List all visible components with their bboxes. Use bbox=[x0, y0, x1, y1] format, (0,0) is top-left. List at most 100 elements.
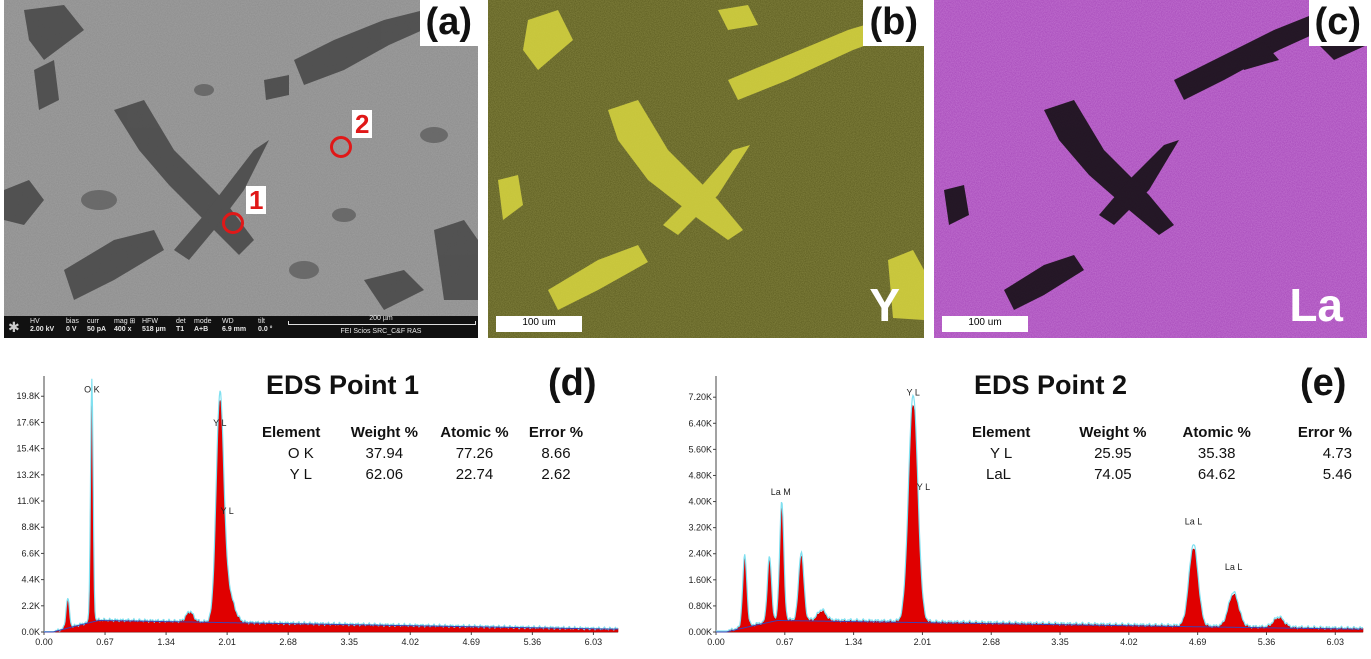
x-tick-label: 1.34 bbox=[845, 637, 863, 647]
col-weight: Weight % bbox=[1079, 424, 1147, 441]
table-header-row: Element Weight % Atomic % Error % bbox=[972, 422, 1352, 443]
y-tick-label: 2.2K bbox=[21, 601, 40, 611]
sem-col-hfw: HFW 518 µm bbox=[142, 318, 166, 333]
y-tick-label: 6.40K bbox=[688, 418, 712, 428]
panel-label-a: (a) bbox=[419, 0, 478, 46]
sem-col-det: det T1 bbox=[176, 318, 186, 333]
y-tick-label: 1.60K bbox=[688, 575, 712, 585]
peak-label: Y L bbox=[213, 418, 226, 428]
peak-label: La L bbox=[1225, 562, 1243, 572]
sem-scale-bar bbox=[288, 321, 476, 325]
col-element: Element bbox=[972, 424, 1031, 441]
chart-title-e: EDS Point 2 bbox=[974, 370, 1128, 400]
table-header-row: Element Weight % Atomic % Error % bbox=[262, 422, 592, 443]
sem-image-panel: (a) 1 2 ✱ HV 2.00 kV bias 0 V curr 50 pA ma… bbox=[4, 0, 478, 338]
x-tick-label: 4.02 bbox=[1120, 637, 1138, 647]
peak-label: Y L bbox=[917, 482, 930, 492]
chart-title-d: EDS Point 1 bbox=[266, 370, 420, 400]
x-tick-label: 0.00 bbox=[35, 637, 53, 647]
table-row: LaL 74.05 64.62 5.46 bbox=[986, 466, 1352, 483]
y-element-map bbox=[488, 0, 924, 338]
spectrum-fit-line bbox=[716, 393, 1364, 632]
panel-label-e: (e) bbox=[1300, 362, 1347, 404]
panel-label-b: (b) bbox=[863, 0, 924, 46]
y-tick-label: 19.8K bbox=[16, 391, 40, 401]
sem-micrograph bbox=[4, 0, 478, 338]
x-tick-label: 2.01 bbox=[218, 637, 236, 647]
col-atomic: Atomic % bbox=[1182, 424, 1251, 441]
scale-bar-c: 100 um bbox=[942, 316, 1028, 332]
y-tick-label: 17.6K bbox=[16, 417, 40, 427]
sem-info-bar: ✱ HV 2.00 kV bias 0 V curr 50 pA mag ⊞ 400 x… bbox=[4, 315, 478, 338]
y-tick-label: 11.0K bbox=[17, 496, 40, 506]
y-tick-label: 0.00K bbox=[688, 627, 712, 637]
y-tick-label: 4.4K bbox=[21, 575, 40, 585]
y-tick-label: 13.2K bbox=[16, 470, 40, 480]
y-tick-label: 3.20K bbox=[688, 523, 712, 533]
la-element-map bbox=[934, 0, 1367, 338]
table-row: O K 37.94 77.26 8.66 bbox=[287, 445, 571, 462]
y-tick-label: 0.0K bbox=[21, 627, 40, 637]
x-tick-label: 3.35 bbox=[340, 637, 358, 647]
peak-label: La L bbox=[1185, 516, 1203, 526]
x-tick-label: 0.00 bbox=[707, 637, 725, 647]
x-tick-label: 0.67 bbox=[96, 637, 114, 647]
sem-col-bias: bias 0 V bbox=[66, 318, 79, 333]
x-tick-label: 4.02 bbox=[402, 637, 420, 647]
spot-marker-2 bbox=[330, 136, 352, 158]
element-label-la: La bbox=[1289, 279, 1343, 331]
x-tick-label: 3.35 bbox=[1051, 637, 1069, 647]
y-tick-label: 0.80K bbox=[688, 601, 712, 611]
x-tick-label: 4.69 bbox=[1189, 637, 1207, 647]
sem-col-mode: mode A+B bbox=[194, 318, 212, 333]
panel-label-d: (d) bbox=[548, 362, 597, 404]
col-error: Error % bbox=[528, 424, 584, 441]
y-tick-label: 7.20K bbox=[688, 392, 712, 402]
peak-label: La M bbox=[771, 487, 791, 497]
sem-instrument: FEI Scios SRC_C&F RAS bbox=[340, 328, 422, 335]
spot-marker-1 bbox=[222, 212, 244, 234]
background-line bbox=[44, 619, 618, 633]
sem-col-tilt: tilt 0.0 ° bbox=[258, 318, 273, 333]
sem-col-curr: curr 50 pA bbox=[87, 318, 107, 333]
spot-label-1: 1 bbox=[246, 186, 267, 214]
x-tick-label: 2.68 bbox=[279, 637, 297, 647]
y-tick-label: 2.40K bbox=[688, 549, 712, 559]
x-tick-label: 4.69 bbox=[463, 637, 481, 647]
x-tick-label: 0.67 bbox=[776, 637, 794, 647]
x-tick-label: 1.34 bbox=[157, 637, 175, 647]
col-element: Element bbox=[262, 424, 321, 441]
eds-table-point1: Element Weight % Atomic % Error % O K 37… bbox=[262, 422, 592, 485]
sem-col-hv: HV 2.00 kV bbox=[30, 318, 55, 333]
col-atomic: Atomic % bbox=[440, 424, 509, 441]
scale-bar-b: 100 um bbox=[496, 316, 582, 332]
y-tick-label: 8.8K bbox=[21, 522, 40, 532]
y-tick-label: 6.6K bbox=[21, 548, 40, 558]
element-label-y: Y bbox=[869, 279, 900, 331]
y-tick-label: 4.00K bbox=[688, 497, 712, 507]
sem-col-wd: WD 6.9 mm bbox=[222, 318, 247, 333]
spectrum-fit-line bbox=[44, 378, 619, 633]
y-tick-label: 15.4K bbox=[16, 444, 40, 454]
x-tick-label: 6.03 bbox=[585, 637, 603, 647]
peak-label: Y L bbox=[220, 506, 233, 516]
panel-label-c: (c) bbox=[1308, 0, 1367, 46]
x-tick-label: 6.03 bbox=[1327, 637, 1345, 647]
table-row: Y L 62.06 22.74 2.62 bbox=[289, 466, 571, 483]
la-map-panel: (c) La 100 um bbox=[934, 0, 1367, 338]
peak-label: O K bbox=[84, 385, 100, 395]
x-tick-label: 5.36 bbox=[1258, 637, 1276, 647]
col-error: Error % bbox=[1297, 424, 1352, 441]
x-tick-label: 2.01 bbox=[914, 637, 932, 647]
background-line bbox=[716, 619, 1363, 633]
x-tick-label: 2.68 bbox=[982, 637, 1000, 647]
eds-spectrum-point1: 0.0K 2.2K 4.4K 6.6K 8.8K 11.0K 13.2K 15.4K 17.6K… bbox=[16, 376, 619, 647]
y-tick-label: 5.60K bbox=[688, 444, 712, 454]
eds-spectrum-point2: 0.00K 0.80K 1.60K 2.40K 3.20K 4.00K 4.80K 5.60K… bbox=[688, 376, 1364, 647]
y-tick-label: 4.80K bbox=[688, 470, 712, 480]
spot-label-2: 2 bbox=[352, 110, 373, 138]
y-map-panel: (b) Y 100 um bbox=[488, 0, 924, 338]
peak-label: Y L bbox=[907, 388, 920, 398]
table-row: Y L 25.95 35.38 4.73 bbox=[990, 445, 1352, 462]
sem-col-mag: mag ⊞ 400 x bbox=[114, 318, 136, 333]
